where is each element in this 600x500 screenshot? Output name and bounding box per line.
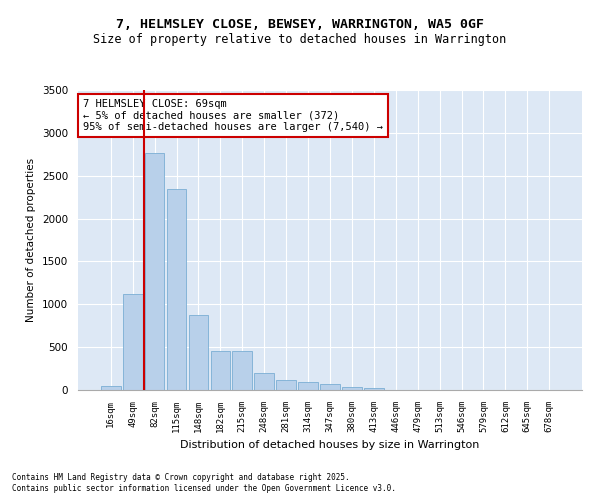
X-axis label: Distribution of detached houses by size in Warrington: Distribution of detached houses by size … — [181, 440, 479, 450]
Bar — [298, 382, 318, 390]
Bar — [101, 386, 121, 390]
Bar — [320, 384, 340, 390]
Bar — [145, 152, 164, 390]
Bar — [364, 388, 384, 390]
Y-axis label: Number of detached properties: Number of detached properties — [26, 158, 37, 322]
Bar — [342, 387, 362, 390]
Text: Contains HM Land Registry data © Crown copyright and database right 2025.: Contains HM Land Registry data © Crown c… — [12, 472, 350, 482]
Bar — [254, 373, 274, 390]
Bar — [232, 352, 252, 390]
Bar — [188, 314, 208, 390]
Text: Size of property relative to detached houses in Warrington: Size of property relative to detached ho… — [94, 32, 506, 46]
Bar — [211, 352, 230, 390]
Bar — [123, 294, 143, 390]
Text: Contains public sector information licensed under the Open Government Licence v3: Contains public sector information licen… — [12, 484, 396, 493]
Text: 7 HELMSLEY CLOSE: 69sqm
← 5% of detached houses are smaller (372)
95% of semi-de: 7 HELMSLEY CLOSE: 69sqm ← 5% of detached… — [83, 99, 383, 132]
Bar — [167, 190, 187, 390]
Bar — [276, 380, 296, 390]
Text: 7, HELMSLEY CLOSE, BEWSEY, WARRINGTON, WA5 0GF: 7, HELMSLEY CLOSE, BEWSEY, WARRINGTON, W… — [116, 18, 484, 30]
